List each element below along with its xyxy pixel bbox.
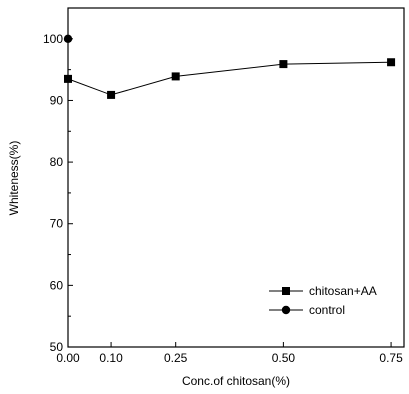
data-point-0-0 (64, 74, 72, 83)
data-point-1-0 (63, 34, 73, 44)
legend-marker-0 (282, 287, 290, 295)
x-tick-label: 0.75 (379, 351, 403, 365)
y-axis-label: Whiteness(%) (7, 141, 21, 216)
data-point-0-2 (171, 72, 180, 81)
series-line-0 (67, 61, 392, 96)
legend-marker-1 (281, 305, 291, 315)
legend: chitosan+AA control (269, 284, 377, 317)
data-point-0-1 (107, 90, 116, 99)
x-tick-label: 0.50 (272, 351, 296, 365)
data-point-0-4 (387, 58, 396, 67)
y-tick-label: 50 (50, 340, 64, 354)
x-tick-label: 0.25 (164, 351, 188, 365)
axis-ticks: 0.00 0.10 0.25 0.50 0.75 50 60 70 80 90 100 (43, 32, 403, 365)
data-point-0-3 (279, 60, 288, 69)
x-axis-label: Conc.of chitosan(%) (182, 374, 290, 388)
y-tick-label: 90 (50, 93, 64, 107)
y-tick-label: 70 (50, 217, 64, 231)
y-tick-label: 80 (50, 155, 64, 169)
x-tick-label: 0.10 (99, 351, 123, 365)
series-layer (63, 34, 396, 99)
legend-label-1: control (309, 303, 345, 317)
x-tick-label: 0.00 (56, 351, 80, 365)
plot-frame (67, 7, 405, 348)
legend-label-0: chitosan+AA (309, 284, 377, 298)
y-tick-label: 60 (50, 278, 64, 292)
y-tick-label: 100 (43, 32, 63, 46)
